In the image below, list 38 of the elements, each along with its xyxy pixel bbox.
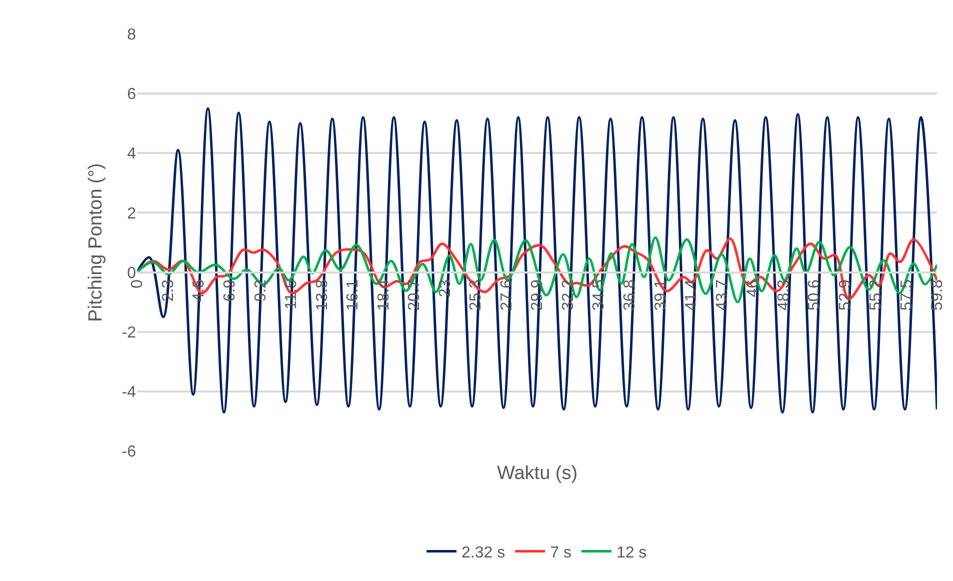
x-tick-label: 29.9 (529, 279, 546, 311)
y-tick-label: 2 (127, 205, 136, 222)
x-tick-label: 46 (744, 279, 762, 298)
x-tick-label: 36.8 (622, 279, 639, 311)
x-tick-label: 13.8 (314, 279, 331, 311)
x-tick-label: 25.3 (468, 279, 485, 311)
x-tick-label: 23 (436, 279, 454, 298)
x-tick-label: 34.5 (590, 279, 608, 311)
x-tick-label: 41.4 (683, 279, 700, 311)
x-tick-label: 27.6 (498, 279, 516, 311)
x-tick-label: 9.2 (252, 279, 270, 302)
x-tick-label: 59.8 (929, 279, 946, 311)
x-tick-label: 48.3 (775, 279, 792, 311)
x-tick-label: 18.4 (375, 279, 392, 311)
x-tick-label: 32.2 (560, 279, 577, 311)
y-tick-label: -4 (122, 384, 136, 402)
x-tick-label: 16.1 (344, 279, 362, 311)
y-axis-title: Pitching Ponton (°) (86, 163, 107, 322)
x-tick-label: 20.7 (406, 279, 424, 311)
legend-label: 12 s (616, 544, 647, 562)
x-tick-label: 2.3 (160, 279, 177, 302)
x-tick-label: 57.5 (898, 279, 916, 311)
x-tick-label: 43.7 (714, 279, 731, 311)
x-tick-label: 55.2 (868, 279, 885, 311)
x-tick-label: 6.9 (222, 279, 239, 302)
x-tick-label: 11.5 (283, 279, 300, 310)
y-tick-label: 6 (127, 86, 136, 104)
x-tick-label: 4.6 (190, 279, 208, 302)
legend-label: 2.32 s (462, 544, 506, 562)
x-tick-label: 50.6 (806, 279, 824, 311)
x-tick-label: 52.9 (836, 279, 854, 311)
y-tick-label: -2 (122, 324, 136, 342)
y-tick-label: 4 (127, 146, 136, 163)
y-tick-label: -6 (122, 444, 136, 461)
legend-label: 7 s (550, 544, 572, 562)
x-axis-title: Waktu (s) (497, 463, 578, 484)
y-tick-label: 8 (127, 26, 136, 44)
x-tick-label: 39.1 (652, 279, 670, 311)
